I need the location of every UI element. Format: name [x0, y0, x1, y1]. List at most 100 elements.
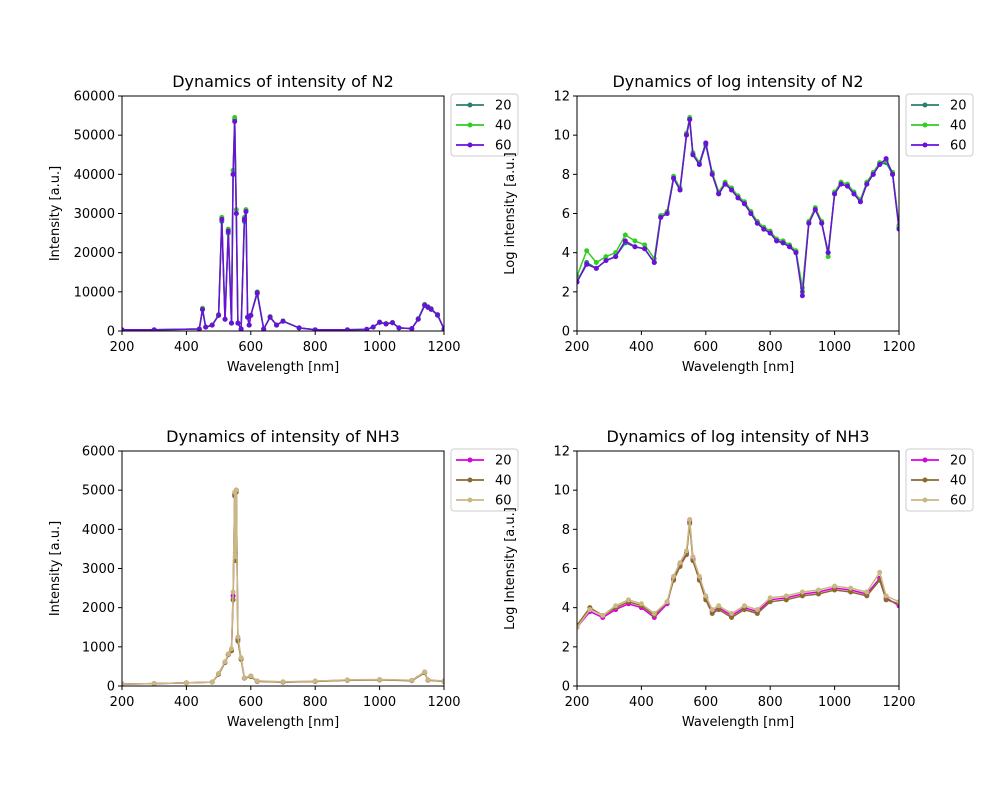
axes-frame [121, 450, 445, 687]
y-tick-label: 40000 [74, 168, 115, 183]
data-point [248, 312, 254, 318]
legend-marker [467, 457, 473, 463]
y-axis-label: Log Intensity [a.u.] [503, 507, 518, 630]
series-20 [577, 117, 899, 295]
data-point [848, 589, 854, 595]
data-point [774, 238, 780, 244]
data-point [622, 232, 628, 238]
x-tick-label: 800 [758, 695, 783, 710]
y-tick-label: 8 [562, 168, 570, 183]
data-point [783, 597, 789, 603]
x-tick-label: 200 [110, 340, 135, 355]
x-tick-label: 600 [693, 695, 718, 710]
y-tick-label: 10000 [74, 285, 115, 300]
y-tick-label: 12 [553, 90, 570, 105]
legend-marker [467, 142, 473, 148]
y-tick-label: 60000 [74, 90, 115, 105]
data-point [312, 327, 318, 331]
x-tick-label: 1000 [363, 340, 396, 355]
series-line-60 [122, 121, 444, 331]
data-point [741, 603, 747, 609]
legend-marker [922, 497, 928, 503]
data-point [428, 306, 434, 312]
data-point [819, 220, 825, 226]
chart-title: Dynamics of intensity of N2 [172, 72, 394, 91]
data-point [603, 254, 609, 260]
series-60 [577, 517, 899, 630]
data-point [230, 589, 236, 595]
data-point [851, 191, 857, 197]
data-point [584, 261, 590, 267]
x-tick-label: 800 [303, 340, 328, 355]
data-point [409, 677, 415, 683]
data-point [232, 118, 238, 124]
data-point [233, 211, 239, 216]
data-point [396, 325, 402, 331]
data-point [890, 171, 896, 177]
data-point [312, 678, 318, 684]
data-point [783, 593, 789, 599]
data-point [848, 585, 854, 591]
y-tick-label: 4000 [82, 523, 115, 538]
data-point [435, 312, 441, 318]
data-point [896, 599, 899, 605]
data-point [716, 191, 722, 197]
legend-marker [922, 102, 928, 108]
x-tick-label: 1000 [818, 695, 851, 710]
x-tick-label: 800 [758, 340, 783, 355]
data-point [883, 156, 889, 162]
subplot-1: 200 400 600 800 1000 1200 0 10000 20000 30000 4000… [48, 72, 519, 375]
series-line-20 [122, 119, 444, 331]
y-axis-label: Log intensity [a.u.] [503, 152, 518, 274]
data-point [593, 265, 599, 271]
data-point [677, 187, 683, 193]
data-point [232, 115, 238, 121]
data-point [683, 132, 689, 138]
data-point [183, 680, 189, 686]
y-tick-label: 10 [553, 484, 570, 499]
data-point [716, 603, 722, 609]
y-tick-label: 20000 [74, 246, 115, 261]
data-point [838, 181, 844, 187]
y-tick-label: 3000 [82, 562, 115, 577]
data-point [832, 191, 838, 197]
series-line-60 [122, 490, 444, 685]
data-point [767, 230, 773, 236]
legend-box [905, 448, 974, 512]
data-point [664, 211, 670, 216]
y-tick-label: 4 [562, 246, 570, 261]
series-line-40 [122, 117, 444, 331]
axes-frame [576, 450, 900, 687]
series-60 [122, 487, 444, 686]
data-point [593, 259, 599, 265]
chart-title: Dynamics of log intensity of NH3 [606, 427, 869, 446]
data-point [767, 595, 773, 601]
legend-marker [467, 477, 473, 483]
data-point [690, 152, 696, 158]
data-point [642, 242, 648, 248]
data-point [844, 183, 850, 189]
x-axis-label: Wavelength [nm] [227, 360, 339, 375]
y-tick-label: 6000 [82, 445, 115, 460]
data-point [415, 316, 421, 322]
data-point [151, 327, 157, 331]
y-tick-label: 30000 [74, 207, 115, 222]
legend-box [905, 93, 974, 157]
y-tick-label: 2 [562, 640, 570, 655]
data-point [735, 195, 741, 201]
data-point [825, 250, 831, 256]
data-point [787, 244, 793, 250]
data-point [651, 611, 657, 617]
legend-marker [922, 122, 928, 128]
data-point [799, 589, 805, 595]
data-point [864, 593, 870, 599]
x-tick-label: 1200 [427, 340, 460, 355]
legend-marker [467, 102, 473, 108]
data-point [296, 325, 302, 331]
data-point [683, 548, 689, 554]
y-axis-label: Intensity [a.u.] [48, 521, 63, 616]
data-point [209, 679, 215, 685]
data-point [344, 327, 350, 331]
data-point [370, 324, 376, 330]
legend-label-60: 60 [495, 494, 512, 509]
